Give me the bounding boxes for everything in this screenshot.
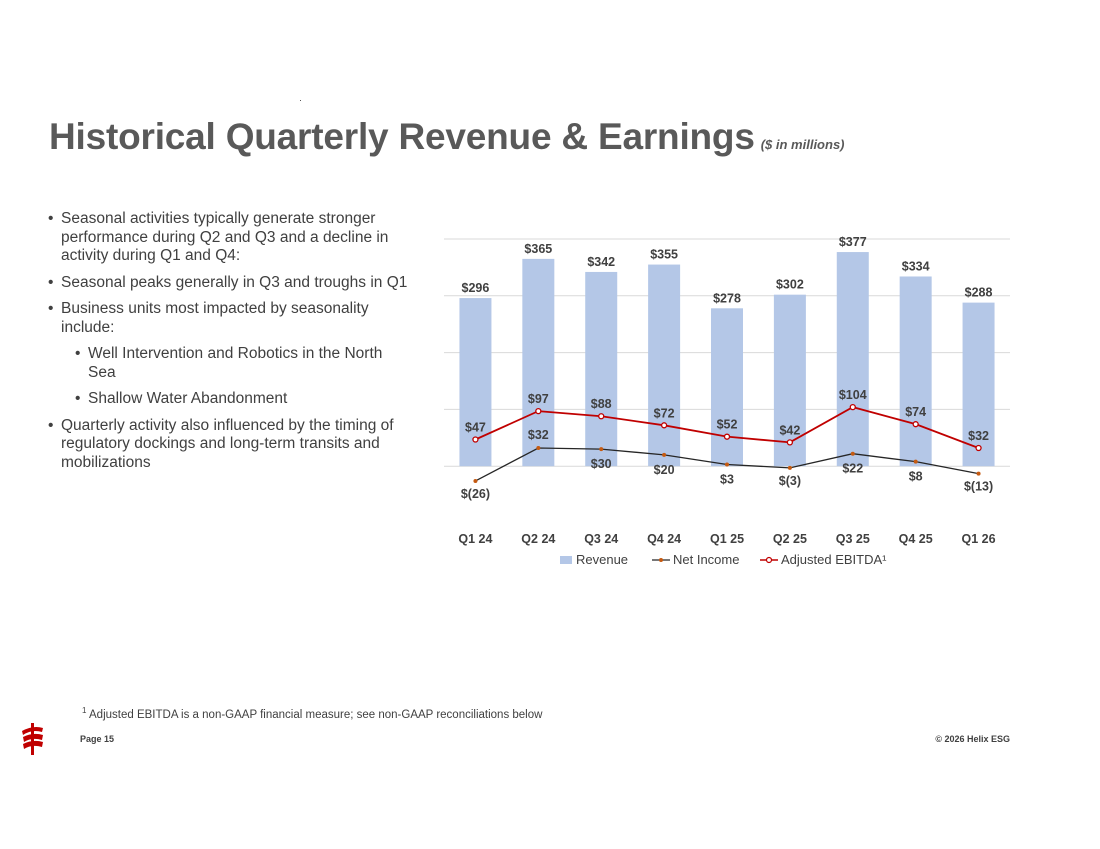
- footnote: 1 Adjusted EBITDA is a non-GAAP financia…: [82, 706, 542, 721]
- category-tick-label: Q3 24: [584, 532, 618, 546]
- adjusted-ebitda-point: [598, 413, 605, 420]
- bullet-item: Seasonal activities typically generate s…: [48, 210, 408, 266]
- category-tick-label: Q3 25: [836, 532, 870, 546]
- title-text: Historical Quarterly Revenue & Earnings: [49, 116, 755, 157]
- net-income-point: [473, 478, 478, 483]
- adjusted-ebitda-point: [786, 439, 794, 446]
- net-income-data-label: $3: [720, 472, 734, 486]
- net-income-data-label: $30: [591, 457, 612, 471]
- category-tick-label: Q1 26: [962, 532, 996, 546]
- net-income-point: [725, 462, 729, 467]
- revenue-data-label: $365: [524, 242, 552, 256]
- bullet-item: Seasonal peaks generally in Q3 and troug…: [48, 274, 408, 293]
- adjusted-ebitda-data-label: $104: [839, 388, 867, 402]
- adjusted-ebitda-data-label: $88: [591, 397, 612, 411]
- revenue-data-label: $377: [839, 235, 867, 249]
- helix-logo-icon: [22, 723, 43, 755]
- title-unit: ($ in millions): [760, 137, 845, 152]
- net-income-data-label: $(3): [779, 474, 801, 488]
- revenue-data-label: $302: [776, 278, 804, 292]
- net-income-data-label: $(26): [461, 487, 490, 501]
- net-income-point: [662, 452, 667, 457]
- revenue-bar: [522, 258, 555, 467]
- category-tick-label: Q1 25: [710, 532, 744, 546]
- category-tick-label: Q1 24: [458, 532, 492, 546]
- adjusted-ebitda-point: [975, 444, 982, 452]
- net-income-point: [850, 451, 855, 456]
- revenue-bar: [773, 294, 806, 467]
- revenue-data-label: $334: [902, 259, 930, 273]
- revenue-bar: [836, 252, 869, 467]
- legend-revenue-swatch: [560, 556, 572, 564]
- sub-bullet-item: Shallow Water Abandonment: [75, 390, 408, 409]
- adjusted-ebitda-point: [472, 436, 479, 443]
- revenue-data-label: $278: [713, 291, 741, 305]
- legend-net-income-label: Net Income: [673, 552, 739, 567]
- legend-net-income-marker: [659, 558, 663, 562]
- category-tick-label: Q2 24: [521, 532, 555, 546]
- net-income-data-label: $(13): [964, 480, 993, 494]
- adjusted-ebitda-data-label: $32: [968, 429, 989, 443]
- stray-dot: [300, 100, 301, 101]
- bullet-item: Business units most impacted by seasonal…: [48, 300, 408, 337]
- legend-ebitda-marker: [765, 556, 773, 564]
- net-income-point: [787, 465, 792, 470]
- net-income-point: [913, 459, 918, 464]
- legend-revenue-label: Revenue: [576, 552, 628, 567]
- net-income-data-label: $32: [528, 428, 549, 442]
- bullet-list: Seasonal activities typically generate s…: [48, 210, 408, 480]
- revenue-data-label: $342: [587, 255, 615, 269]
- footnote-mark: 1: [82, 706, 87, 715]
- adjusted-ebitda-point: [849, 403, 856, 411]
- adjusted-ebitda-point: [912, 421, 919, 428]
- copyright: © 2026 Helix ESG: [935, 734, 1010, 744]
- revenue-bar: [648, 264, 681, 467]
- category-tick-label: Q4 25: [899, 532, 933, 546]
- page-title: Historical Quarterly Revenue & Earnings (…: [49, 116, 845, 158]
- adjusted-ebitda-data-label: $74: [905, 405, 926, 419]
- net-income-point: [976, 471, 981, 476]
- revenue-data-label: $296: [462, 281, 490, 295]
- revenue-data-label: $355: [650, 248, 678, 262]
- footnote-text: Adjusted EBITDA is a non-GAAP financial …: [89, 708, 543, 721]
- legend-ebitda-label: Adjusted EBITDA¹: [781, 552, 887, 567]
- net-income-point: [599, 447, 604, 452]
- category-tick-label: Q4 24: [647, 532, 681, 546]
- category-tick-label: Q2 25: [773, 532, 807, 546]
- sub-bullet-item: Well Intervention and Robotics in the No…: [75, 345, 408, 382]
- adjusted-ebitda-point: [535, 407, 542, 415]
- net-income-data-label: $8: [909, 470, 923, 484]
- revenue-bar: [585, 271, 618, 467]
- page-number: Page 15: [80, 734, 115, 744]
- adjusted-ebitda-data-label: $52: [717, 418, 738, 432]
- revenue-bar: [711, 308, 743, 467]
- revenue-bar: [962, 302, 995, 467]
- adjusted-ebitda-data-label: $72: [654, 406, 675, 420]
- revenue-data-label: $288: [965, 286, 993, 300]
- adjusted-ebitda-point: [723, 433, 731, 440]
- bullet-item: Quarterly activity also influenced by th…: [48, 417, 408, 473]
- adjusted-ebitda-data-label: $47: [465, 421, 486, 435]
- net-income-data-label: $20: [654, 463, 675, 477]
- revenue-earnings-chart: $296 $365 $342 $355 $278 $302 $377 $334 $288 $47 $…: [444, 235, 1010, 567]
- net-income-point: [536, 446, 541, 451]
- adjusted-ebitda-data-label: $42: [779, 423, 800, 437]
- adjusted-ebitda-data-label: $97: [528, 392, 549, 406]
- revenue-bar: [899, 276, 932, 467]
- net-income-data-label: $22: [842, 462, 863, 476]
- adjusted-ebitda-point: [660, 422, 668, 429]
